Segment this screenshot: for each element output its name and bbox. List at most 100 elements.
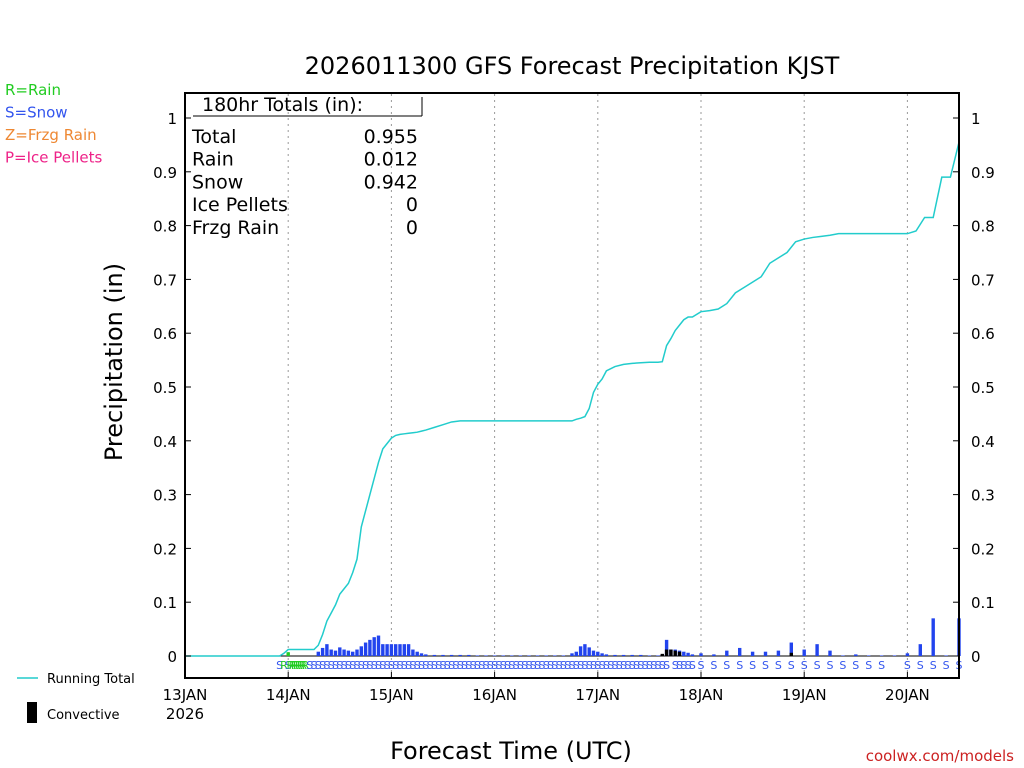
precip-type-mark: S — [526, 659, 533, 672]
x-tick-sublabel: 2026 — [166, 705, 204, 723]
precip-bar — [591, 650, 596, 656]
precip-bar — [879, 655, 884, 656]
precip-type-mark: S — [354, 659, 361, 672]
precip-bar — [604, 654, 609, 656]
precip-bar — [931, 618, 935, 656]
totals-row-label: Snow — [192, 171, 243, 193]
precip-bar — [402, 644, 406, 656]
precip-type-mark: S — [659, 659, 666, 672]
y-tick-label: 0.5 — [153, 379, 177, 397]
precip-type-mark: S — [332, 659, 339, 672]
convective-legend-label: Convective — [47, 708, 120, 723]
precip-type-mark: R — [295, 659, 303, 672]
grid — [185, 94, 959, 677]
precip-type-mark: S — [607, 659, 614, 672]
totals-box: 180hr Totals (in): Total 0.955 Rain 0.012 Sn… — [191, 94, 423, 239]
precip-bar — [587, 647, 591, 656]
precip-type-mark: S — [581, 659, 588, 672]
precip-type-mark: S — [422, 659, 429, 672]
precip-type-mark: S — [366, 659, 373, 672]
precip-type-mark: S — [543, 659, 550, 672]
precip-bar — [398, 644, 402, 656]
precip-type-mark: S — [650, 659, 657, 672]
totals-row-label: Total — [191, 126, 236, 148]
precip-type-mark: S — [616, 659, 623, 672]
precip-bar — [712, 654, 716, 656]
precip-type-mark: S — [788, 659, 795, 672]
precip-bar — [802, 649, 806, 656]
totals-rows: Total 0.955 Rain 0.012 Snow 0.942 Ice Pellets 0… — [191, 126, 418, 239]
precip-type-mark: S — [577, 659, 584, 672]
x-tick-label: 18JAN — [679, 686, 724, 704]
precip-bar — [389, 644, 394, 656]
y-tick-label-right: 0.6 — [971, 325, 995, 343]
precip-type-mark: S — [474, 659, 481, 672]
precip-type-mark: S — [573, 659, 580, 672]
precip-type-mark: S — [349, 659, 356, 672]
precip-bar — [527, 655, 531, 656]
y-tick-label: 0.4 — [153, 433, 177, 451]
x-tick-label: 15JAN — [369, 686, 414, 704]
running-total-legend-label: Running Total — [47, 672, 135, 687]
precip-type-mark: S — [341, 659, 348, 672]
precip-type-mark: S — [642, 659, 649, 672]
precip-type-mark: S — [444, 659, 451, 672]
precip-bar — [441, 654, 445, 656]
precip-bar — [381, 644, 385, 656]
precip-type-mark: S — [414, 659, 421, 672]
precip-type-mark: S — [749, 659, 756, 672]
precip-type-mark: S — [917, 659, 924, 672]
precip-bar — [419, 653, 424, 656]
precip-type-mark: S — [723, 659, 730, 672]
precip-type-mark: S — [409, 659, 416, 672]
precip-type-mark: S — [336, 659, 343, 672]
precip-type-mark: S — [358, 659, 365, 672]
precip-type-mark: S — [685, 659, 692, 672]
precip-type-mark: S — [839, 659, 846, 672]
convective-bar — [677, 651, 682, 656]
precip-bar — [432, 654, 437, 656]
y-tick-label-right: 0.8 — [971, 218, 995, 236]
precip-type-mark: S — [483, 659, 490, 672]
precip-type-mark: S — [384, 659, 391, 672]
precip-bar — [351, 651, 355, 656]
precip-bar — [789, 642, 793, 656]
precip-type-mark: S — [517, 659, 524, 672]
precip-type-mark: S — [362, 659, 369, 672]
precip-type-mark: S — [689, 659, 696, 672]
precip-type-mark: S — [590, 659, 597, 672]
precip-bar — [570, 653, 574, 656]
running-total-series — [185, 142, 960, 657]
precip-type-mark: S — [534, 659, 541, 672]
precip-type-mark: S — [620, 659, 627, 672]
precip-type-mark: S — [943, 659, 950, 672]
precip-bar — [828, 650, 832, 656]
totals-row-label: Rain — [192, 149, 234, 171]
precip-type-mark: S — [599, 659, 606, 672]
precip-type-mark: S — [564, 659, 571, 672]
precip-bar — [815, 644, 819, 656]
precip-bar — [501, 655, 505, 656]
y-tick-label: 0.8 — [153, 218, 177, 236]
precip-type-mark: S — [315, 659, 322, 672]
y-tick-label-right: 0.9 — [971, 164, 995, 182]
precip-bar — [682, 651, 686, 656]
precip-bar — [406, 644, 411, 656]
precip-bar — [699, 653, 703, 656]
precip-bar — [596, 651, 600, 656]
precip-bar — [630, 654, 634, 656]
precip-bar — [553, 655, 557, 656]
precip-bar — [286, 652, 290, 656]
y-tick-label-right: 0.2 — [971, 540, 995, 558]
precip-bar — [841, 655, 845, 656]
precip-type-mark: S — [680, 659, 687, 672]
y-axis-right: 0 0.1 0.2 0.3 0.4 0.5 0.6 0.7 0.8 0.9 1 — [953, 110, 995, 666]
convective-bar — [673, 650, 677, 656]
running-total-line — [185, 142, 960, 657]
precip-type-mark: S — [655, 659, 662, 672]
precip-type-mark: S — [401, 659, 408, 672]
y-tick-label: 0.2 — [153, 540, 177, 558]
precip-bar — [647, 655, 652, 656]
precip-bar — [664, 639, 669, 656]
